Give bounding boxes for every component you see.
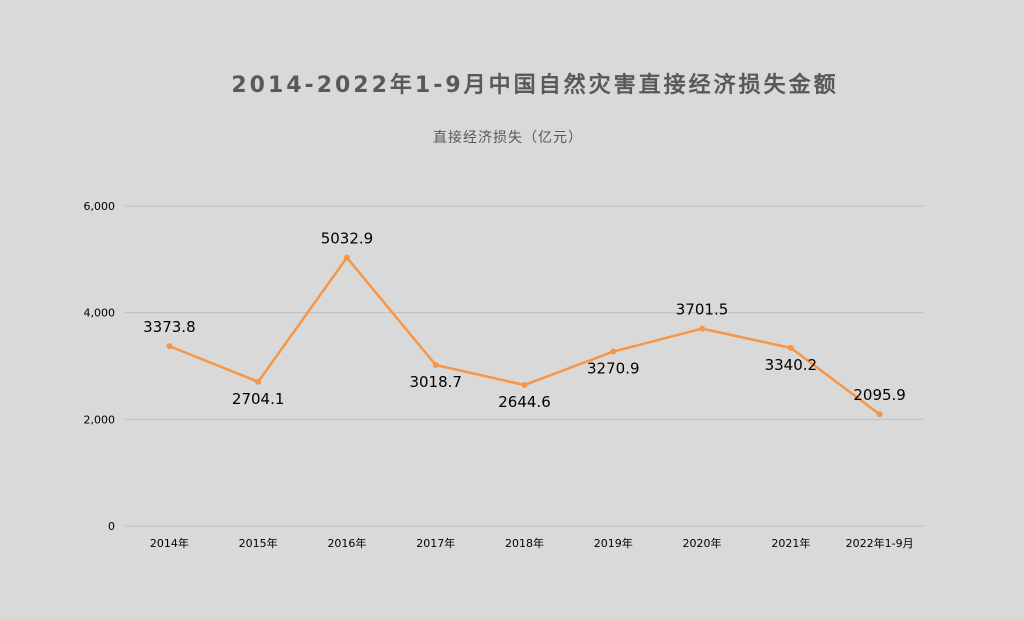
y-tick-label: 0	[108, 520, 115, 533]
y-tick-label: 2,000	[84, 413, 116, 426]
y-tick-label: 4,000	[84, 307, 116, 320]
series-line-layer	[166, 254, 883, 418]
x-tick-label: 2017年	[416, 536, 455, 550]
data-label: 3701.5	[676, 301, 729, 319]
data-label: 3270.9	[587, 360, 640, 378]
x-tick-label: 2016年	[327, 536, 366, 550]
y-tick-label: 6,000	[84, 200, 116, 213]
chart-title: 2014-2022年1-9月中国自然灾害直接经济损失金额	[231, 72, 838, 98]
data-label: 3340.2	[765, 356, 818, 374]
y-axis: 0 2,000 4,000 6,000	[84, 200, 116, 533]
data-label: 2644.6	[498, 393, 551, 411]
data-label: 3018.7	[409, 373, 462, 391]
data-point	[610, 348, 617, 355]
data-point	[521, 381, 528, 388]
x-tick-label: 2020年	[683, 536, 722, 550]
data-point	[787, 344, 794, 351]
data-point	[255, 378, 262, 385]
x-tick-label: 2015年	[239, 536, 278, 550]
data-label: 2095.9	[853, 386, 906, 404]
x-tick-label: 2019年	[594, 536, 633, 550]
series-label: 直接经济损失（亿元）	[433, 129, 583, 146]
data-point	[343, 254, 350, 261]
data-point	[166, 343, 173, 350]
data-label: 2704.1	[232, 390, 285, 408]
data-point	[876, 411, 883, 418]
data-label: 3373.8	[143, 318, 196, 336]
data-labels: 3373.8 2704.1 5032.9 3018.7 2644.6 3270.9 3701…	[143, 230, 906, 411]
x-tick-label: 2021年	[771, 536, 810, 550]
data-point	[699, 325, 706, 332]
data-label: 5032.9	[321, 230, 374, 248]
x-tick-label: 2022年1-9月	[846, 536, 914, 550]
grid-lines	[125, 205, 924, 527]
x-tick-label: 2018年	[505, 536, 544, 550]
x-tick-label: 2014年	[150, 536, 189, 550]
data-point	[432, 362, 439, 369]
x-axis: 2014年 2015年 2016年 2017年 2018年 2019年 2020年 2021年…	[150, 536, 914, 550]
